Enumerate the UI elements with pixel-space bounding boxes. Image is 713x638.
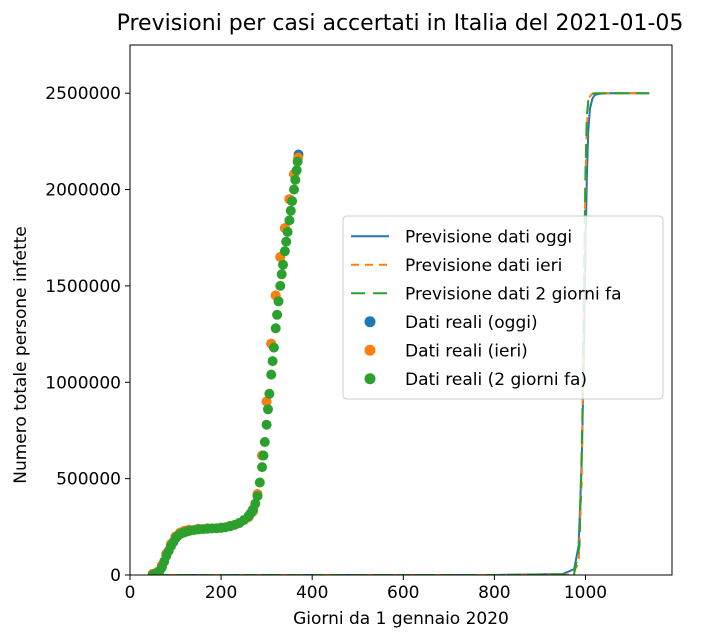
data-point: [266, 369, 277, 380]
legend-marker-swatch: [364, 316, 376, 328]
legend-label: Previsione dati 2 giorni fa: [405, 284, 622, 304]
data-point: [268, 342, 279, 353]
x-tick-label: 0: [125, 583, 136, 603]
legend-box: [342, 215, 664, 400]
plot-area: [147, 92, 650, 575]
y-tick-label: 1000000: [45, 373, 121, 393]
x-tick-label: 800: [478, 583, 510, 603]
data-point: [279, 246, 290, 257]
data-point: [291, 165, 302, 176]
data-point: [264, 388, 275, 399]
data-point: [254, 477, 265, 488]
data-point: [284, 215, 295, 226]
legend-label: Dati reali (2 giorni fa): [405, 370, 587, 390]
data-point: [276, 269, 287, 280]
data-point: [275, 280, 286, 291]
data-point: [285, 205, 296, 216]
series-line-previsione-dati-ieri: [155, 92, 650, 575]
data-point: [282, 226, 293, 237]
data-point: [270, 323, 281, 334]
legend-entry: Dati reali (oggi): [364, 313, 538, 333]
x-tick-label: 600: [387, 583, 419, 603]
series-points-dati-reali-2-giorni-fa: [147, 156, 303, 575]
legend-entry: Previsione dati oggi: [351, 227, 572, 247]
data-point: [267, 356, 278, 367]
legend: Previsione dati oggi Previsione dati ieri…: [342, 215, 664, 400]
legend-entry: Previsione dati 2 giorni fa: [351, 284, 622, 304]
data-point: [287, 196, 298, 207]
chart-title: Previsioni per casi accertati in Italia …: [117, 11, 684, 36]
data-point: [290, 174, 301, 185]
legend-marker-swatch: [364, 373, 376, 385]
data-point: [261, 419, 272, 430]
data-point: [259, 437, 270, 447]
y-tick-label: 2500000: [45, 84, 121, 104]
data-point: [278, 259, 288, 270]
legend-entry: Previsione dati ieri: [351, 256, 562, 276]
plot-frame: [129, 44, 673, 576]
y-tick-label: 2000000: [45, 181, 121, 201]
legend-label: Previsione dati oggi: [405, 227, 572, 247]
y-tick-label: 0: [110, 566, 121, 586]
legend-label: Previsione dati ieri: [405, 256, 562, 276]
x-tick-label: 1000: [564, 583, 607, 603]
x-axis-label: Giorni da 1 gennaio 2020: [293, 609, 509, 629]
data-point: [252, 491, 263, 501]
y-tick-label: 1500000: [45, 277, 121, 297]
data-point: [263, 404, 273, 415]
legend-entry: Dati reali (2 giorni fa): [364, 370, 587, 390]
data-point: [273, 296, 284, 307]
x-tick-label: 400: [296, 583, 328, 603]
legend-entry: Dati reali (ieri): [364, 341, 528, 361]
data-point: [281, 236, 292, 247]
data-point: [258, 450, 269, 461]
plot-content: [147, 92, 650, 575]
data-point: [289, 184, 299, 195]
y-axis-label: Numero totale persone infette: [11, 226, 31, 484]
y-tick-label: 500000: [56, 470, 121, 490]
legend-marker-swatch: [364, 344, 376, 356]
series-line-previsione-dati-2-giorni-fa: [155, 92, 650, 575]
x-tick-label: 200: [205, 583, 237, 603]
data-point: [292, 156, 303, 167]
data-point: [272, 309, 283, 320]
data-point: [261, 396, 272, 407]
legend-label: Dati reali (ieri): [405, 341, 528, 361]
legend-label: Dati reali (oggi): [405, 313, 538, 333]
axes: 0 200 400 600 800 1000 0 500000 1000000 1500000 20…: [45, 44, 673, 603]
data-point: [250, 498, 261, 509]
data-point: [257, 462, 268, 473]
